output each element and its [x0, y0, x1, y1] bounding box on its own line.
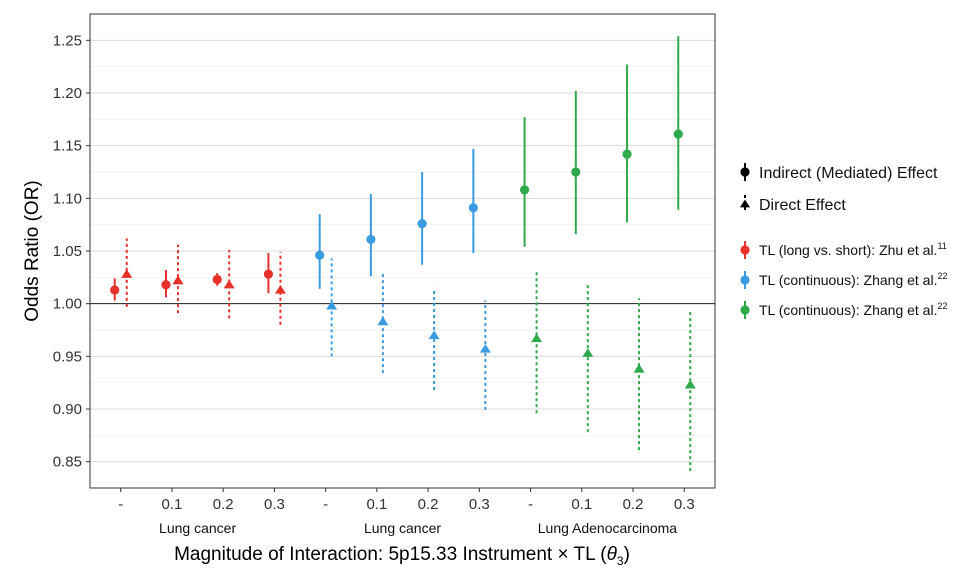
x-axis-title-close: ): [624, 544, 630, 565]
indirect-point: [366, 234, 376, 245]
y-tick-label: 1.20: [53, 85, 82, 102]
indirect-point: [519, 185, 530, 195]
legend-series-label: TL (continuous): Zhang et al.22: [759, 301, 947, 318]
indirect-point: [468, 203, 478, 213]
x-axis-title-subscript: 3: [617, 554, 624, 568]
legend-series-name: TL (continuous): Zhang et al.: [759, 272, 937, 288]
indirect-point: [571, 167, 581, 177]
x-tick-label: 0.1: [366, 496, 387, 513]
legend-series-label: TL (continuous): Zhang et al.22: [759, 271, 947, 288]
y-tick-label: 0.95: [53, 348, 82, 365]
legend-series-name: TL (long vs. short): Zhu et al.: [759, 242, 937, 258]
y-axis: 0.85 0.90 0.95 1.00 1.05 1.10 1.15 1.20 1.25: [53, 32, 90, 471]
direct-point: [684, 379, 696, 389]
direct-point: [582, 348, 594, 357]
indirect-point: [622, 149, 632, 159]
legend: Indirect (Mediated) Effect Direct Effect T…: [740, 163, 947, 319]
legend-series-superscript: 22: [937, 301, 947, 311]
legend-series-marker: [740, 245, 750, 255]
x-axis-title-theta: θ: [607, 544, 618, 565]
group-label: Lung Adenocarcinoma: [538, 520, 678, 536]
direct-point: [377, 316, 389, 326]
legend-direct-marker: [740, 199, 750, 208]
y-tick-label: 1.15: [53, 138, 82, 155]
legend-series-marker: [740, 305, 750, 315]
y-tick-label: 1.25: [53, 32, 82, 49]
x-tick-label: 0.1: [162, 496, 183, 513]
y-axis-title: Odds Ratio (OR): [22, 180, 43, 321]
y-tick-label: 0.85: [53, 454, 82, 471]
legend-series-superscript: 11: [937, 241, 946, 251]
x-tick-label: 0.3: [674, 496, 695, 513]
group-labels: Lung cancer Lung cancer Lung Adenocarcinom…: [159, 520, 677, 536]
legend-shape-label: Indirect (Mediated) Effect: [759, 165, 938, 182]
x-tick-label: 0.2: [213, 496, 234, 513]
y-tick-label: 1.05: [53, 243, 82, 260]
legend-series-label: TL (long vs. short): Zhu et al.11: [759, 241, 947, 258]
y-tick-label: 0.90: [53, 401, 82, 418]
indirect-point: [673, 129, 683, 139]
legend-series-name: TL (continuous): Zhang et al.: [759, 302, 937, 318]
group-label: Lung cancer: [364, 520, 441, 536]
direct-point: [274, 285, 286, 294]
legend-indirect-marker: [740, 167, 750, 177]
direct-point: [531, 333, 543, 343]
legend-series-marker: [740, 275, 750, 285]
marks-layer: [90, 36, 715, 472]
direct-point: [172, 275, 184, 285]
grid-layer: [90, 13, 715, 489]
x-axis: - 0.1 0.2 0.3 - 0.1 0.2 0.3 - 0.1 0.2 0.3: [118, 488, 695, 513]
x-axis-title: Magnitude of Interaction: 5p15.33 Instru…: [174, 544, 630, 568]
indirect-point: [212, 274, 222, 285]
x-tick-label: 0.3: [264, 496, 285, 513]
direct-point: [121, 269, 133, 278]
direct-point: [223, 279, 235, 289]
direct-point: [633, 364, 645, 373]
x-tick-label: -: [118, 496, 123, 513]
indirect-point: [110, 285, 120, 295]
group-label: Lung cancer: [159, 520, 236, 536]
x-tick-label: 0.2: [418, 496, 439, 513]
indirect-point: [263, 269, 274, 279]
direct-point: [479, 344, 491, 353]
x-tick-label: -: [528, 496, 533, 513]
x-axis-title-text: Magnitude of Interaction: 5p15.33 Instru…: [174, 544, 607, 565]
y-tick-label: 1.10: [53, 190, 82, 207]
indirect-point: [417, 219, 427, 229]
legend-series-superscript: 22: [937, 271, 947, 281]
direct-point: [428, 330, 440, 339]
indirect-point: [161, 280, 171, 290]
x-tick-label: -: [323, 496, 328, 513]
legend-shape-label: Direct Effect: [759, 197, 846, 214]
x-tick-label: 0.1: [571, 496, 592, 513]
direct-point: [326, 300, 338, 310]
y-tick-label: 1.00: [53, 296, 82, 313]
indirect-point: [315, 250, 325, 260]
x-tick-label: 0.2: [623, 496, 644, 513]
x-tick-label: 0.3: [469, 496, 490, 513]
